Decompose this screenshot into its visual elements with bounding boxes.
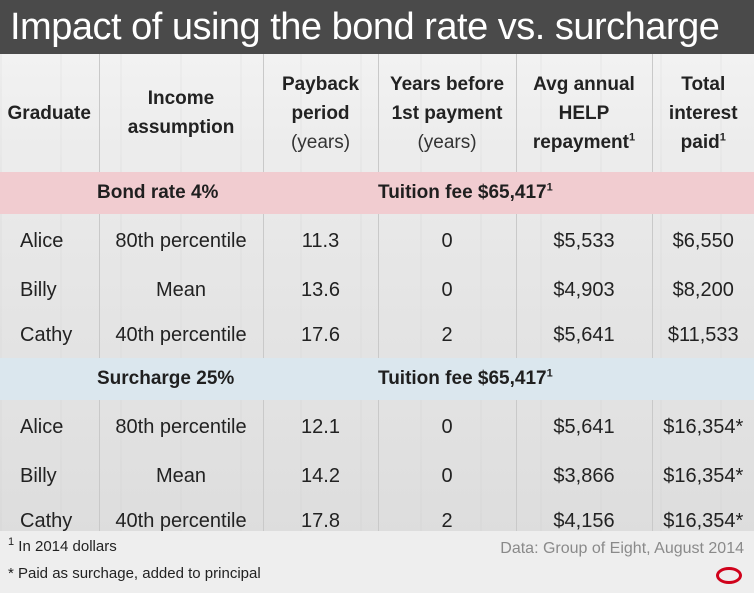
cell-name: Alice: [0, 214, 100, 268]
section-tuition: Tuition fee $65,4171: [378, 358, 754, 400]
cell-name: Billy: [0, 268, 100, 313]
cell-avg: $4,903: [516, 268, 653, 313]
table-row: Alice 80th percentile 12.1 0 $5,641 $16,…: [0, 400, 754, 454]
table-row: Alice 80th percentile 11.3 0 $5,533 $6,5…: [0, 214, 754, 268]
cell-income: Mean: [99, 454, 264, 499]
cell-income: 80th percentile: [99, 214, 264, 268]
table-row: Billy Mean 13.6 0 $4,903 $8,200: [0, 268, 754, 313]
header-total-interest: Total interest paid1: [668, 73, 738, 153]
header-income: Income assumption: [99, 54, 264, 172]
table-row: Billy Mean 14.2 0 $3,866 $16,354*: [0, 454, 754, 499]
cell-total: $16,354*: [663, 510, 744, 532]
footnote-surcharge: * Paid as surchage, added to principal: [8, 565, 261, 582]
comparison-table: Graduate Income assumption Payback perio…: [0, 54, 754, 544]
cell-name: Alice: [0, 400, 100, 454]
cell-income: Mean: [99, 268, 264, 313]
section-tuition: Tuition fee $65,4171: [378, 172, 754, 214]
cell-avg: $5,533: [516, 214, 653, 268]
section-label: Surcharge 25%: [0, 358, 378, 400]
cell-years: 0: [378, 268, 517, 313]
cell-income: 40th percentile: [99, 313, 264, 358]
header-avg-repayment: Avg annual HELP repayment1: [516, 54, 653, 172]
section-label: Bond rate 4%: [0, 172, 378, 214]
cell-years: 0: [378, 214, 517, 268]
page-title: Impact of using the bond rate vs. surcha…: [0, 0, 754, 54]
cell-years: 0: [378, 454, 517, 499]
table-row: Cathy 40th percentile 17.6 2 $5,641 $11,…: [0, 313, 754, 358]
cell-years: 2: [378, 313, 517, 358]
cell-payback: 12.1: [263, 400, 379, 454]
cell-income: 80th percentile: [99, 400, 264, 454]
header-row: Graduate Income assumption Payback perio…: [0, 54, 754, 172]
cell-payback: 13.6: [263, 268, 379, 313]
cell-name: Cathy: [0, 313, 100, 358]
header-graduate: Graduate: [0, 54, 100, 172]
cell-total: $16,354*: [663, 465, 744, 487]
footnote-dollars: 1 In 2014 dollars: [8, 536, 117, 556]
footer: 1 In 2014 dollars * Paid as surchage, ad…: [0, 531, 754, 593]
source-credit: Data: Group of Eight, August 2014: [500, 540, 744, 557]
cell-payback: 11.3: [263, 214, 379, 268]
cell-total: $6,550: [672, 229, 734, 252]
cell-total: $16,354*: [663, 415, 744, 438]
header-payback: Payback period (years): [263, 54, 379, 172]
cell-avg: $5,641: [516, 313, 653, 358]
section-bond-rate: Bond rate 4% Tuition fee $65,4171: [0, 172, 754, 214]
header-years-before: Years before 1st payment (years): [378, 54, 517, 172]
section-surcharge: Surcharge 25% Tuition fee $65,4171: [0, 358, 754, 400]
cell-payback: 14.2: [263, 454, 379, 499]
cell-years: 0: [378, 400, 517, 454]
cell-avg: $5,641: [516, 400, 653, 454]
cell-name: Billy: [0, 454, 100, 499]
cell-payback: 17.6: [263, 313, 379, 358]
conversation-logo-icon: [716, 567, 742, 584]
cell-avg: $3,866: [516, 454, 653, 499]
cell-total: $8,200: [672, 279, 734, 301]
cell-total: $11,533: [667, 324, 739, 346]
